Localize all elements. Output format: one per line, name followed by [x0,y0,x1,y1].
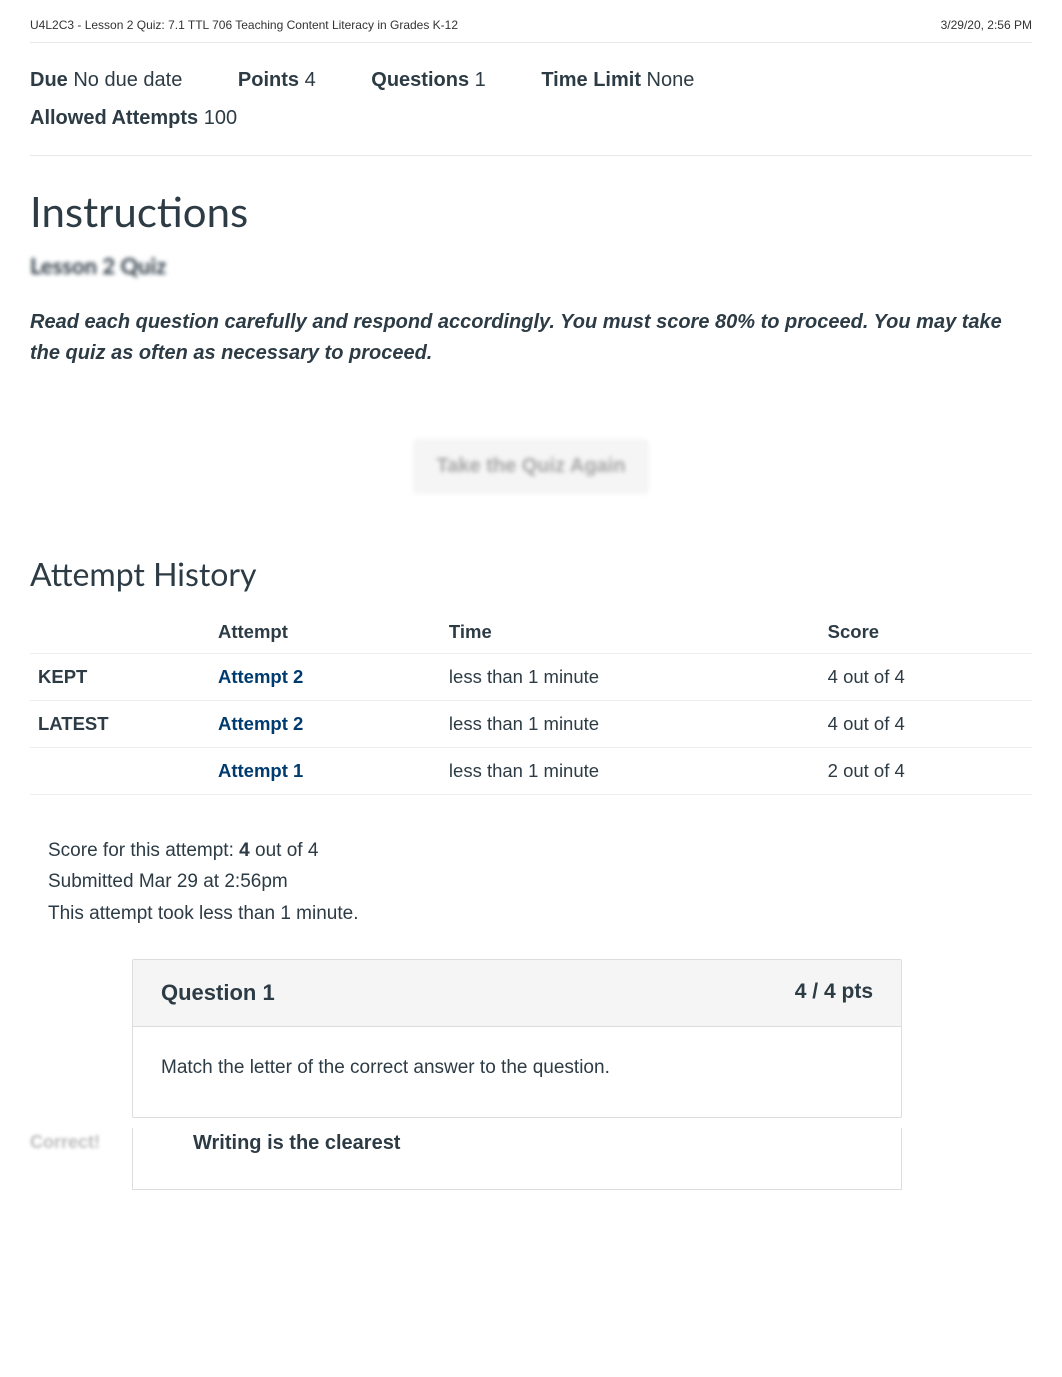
row-score: 2 out of 4 [820,748,1032,795]
answer-text: Writing is the clearest [193,1132,873,1155]
attempt-history-table: Attempt Time Score KEPT Attempt 2 less t… [30,611,1032,795]
table-row: LATEST Attempt 2 less than 1 minute 4 ou… [30,701,1032,748]
row-status [30,748,210,795]
row-time: less than 1 minute [441,701,820,748]
quiz-meta-bar: Due No due date Points 4 Questions 1 Tim… [30,42,1032,156]
attempt-link[interactable]: Attempt 2 [218,713,303,734]
col-attempt: Attempt [210,611,441,654]
col-status [30,611,210,654]
allowed-attempts-value: 100 [204,107,237,129]
question-prompt: Match the letter of the correct answer t… [133,1027,901,1117]
allowed-attempts-label: Allowed Attempts [30,107,198,129]
row-score: 4 out of 4 [820,701,1032,748]
col-time: Time [441,611,820,654]
row-status: KEPT [30,654,210,701]
instructions-heading: Instructions [30,186,1032,236]
page-header-title: U4L2C3 - Lesson 2 Quiz: 7.1 TTL 706 Teac… [30,18,458,32]
time-limit-label: Time Limit [541,69,641,91]
questions-label: Questions [371,69,469,91]
attempt-link[interactable]: Attempt 1 [218,760,303,781]
page-header-timestamp: 3/29/20, 2:56 PM [941,18,1032,32]
due-value: No due date [73,69,182,91]
questions-value: 1 [475,69,486,91]
score-prefix: Score for this attempt: [48,840,239,861]
score-suffix: out of 4 [250,840,319,861]
attempt-history-heading: Attempt History [30,554,1032,593]
due-label: Due [30,69,68,91]
attempt-link[interactable]: Attempt 2 [218,666,303,687]
attempt-summary: Score for this attempt: 4 out of 4 Submi… [48,835,1032,929]
question-card: Question 1 4 / 4 pts Match the letter of… [132,959,902,1118]
lesson-subheading: Lesson 2 Quiz [30,252,1032,279]
correct-indicator: Correct! [30,1132,132,1153]
row-score: 4 out of 4 [820,654,1032,701]
question-title: Question 1 [161,980,275,1006]
points-value: 4 [305,69,316,91]
take-quiz-again-button[interactable]: Take the Quiz Again [413,439,650,494]
row-time: less than 1 minute [441,748,820,795]
col-score: Score [820,611,1032,654]
duration-line: This attempt took less than 1 minute. [48,898,1032,929]
instructions-body: Read each question carefully and respond… [30,307,1032,369]
points-label: Points [238,69,299,91]
print-header: U4L2C3 - Lesson 2 Quiz: 7.1 TTL 706 Teac… [30,0,1032,42]
table-row: Attempt 1 less than 1 minute 2 out of 4 [30,748,1032,795]
time-limit-value: None [647,69,695,91]
submitted-line: Submitted Mar 29 at 2:56pm [48,866,1032,897]
row-status: LATEST [30,701,210,748]
answer-box: Writing is the clearest [132,1128,902,1190]
row-time: less than 1 minute [441,654,820,701]
score-value: 4 [239,840,250,861]
question-points: 4 / 4 pts [795,980,873,1006]
table-row: KEPT Attempt 2 less than 1 minute 4 out … [30,654,1032,701]
